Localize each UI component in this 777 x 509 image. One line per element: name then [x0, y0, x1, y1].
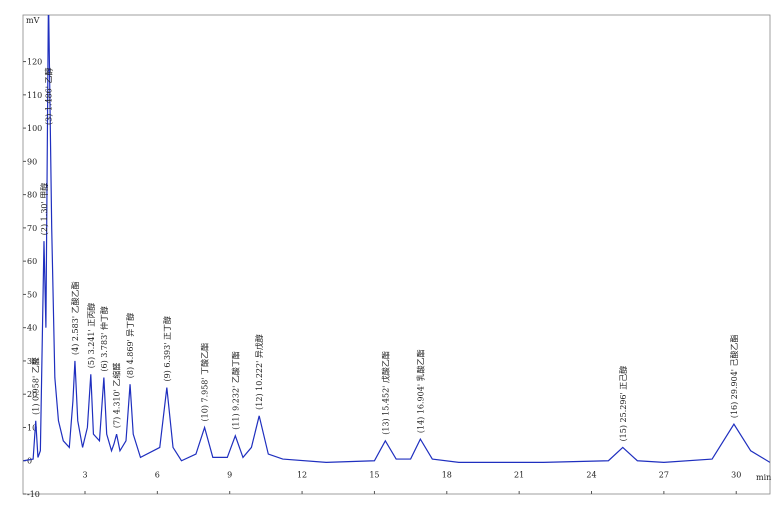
peak-label: (12) 10.222' 异戊醇 [254, 334, 264, 410]
peak-label: (8) 4.869' 异丁醇 [125, 313, 135, 379]
x-tick-label: 24 [586, 471, 596, 480]
peak-label: (14) 16.904' 乳酸乙酯 [415, 349, 425, 433]
x-tick-label: 6 [155, 471, 160, 480]
y-tick-label: 120 [27, 58, 42, 67]
x-tick-label: 30 [731, 471, 741, 480]
peak-label: (15) 25.296' 正己醇 [618, 366, 628, 442]
x-tick-label: 18 [442, 471, 452, 480]
peak-label: (13) 15.452' 戊酸乙酯 [380, 351, 390, 435]
y-tick-label: 70 [27, 224, 37, 233]
peak-label: (5) 3.241' 正丙醇 [86, 303, 96, 369]
y-tick-label: 110 [27, 91, 42, 100]
peak-label: (11) 9.232' 乙酸丁酯 [230, 351, 240, 430]
x-tick-label: 3 [82, 471, 87, 480]
y-unit: mV [26, 16, 40, 25]
x-tick-label: 15 [369, 471, 379, 480]
y-tick-label: 100 [27, 124, 42, 133]
y-tick-label: 40 [27, 324, 37, 333]
peak-label: (16) 29.904' 己酸乙酯 [729, 334, 739, 418]
y-tick-label: 80 [27, 191, 37, 200]
peak-label: (2) 1.30' 甲醇 [39, 183, 49, 235]
y-tick-label: 60 [27, 257, 37, 266]
y-tick-label: 0 [27, 457, 32, 466]
peak-label: (1) 0.958' 乙醛 [31, 357, 41, 415]
y-tick-label: 30 [27, 357, 37, 366]
y-tick-label: 90 [27, 157, 37, 166]
y-tick-label: 50 [27, 290, 37, 299]
x-tick-label: 27 [659, 471, 669, 480]
y-tick-label: 20 [27, 390, 37, 399]
peak-label: (6) 3.783' 仲丁醇 [99, 306, 109, 372]
x-tick-label: 12 [297, 471, 307, 480]
peak-label: (3) 1.486' 乙醇 [43, 67, 53, 125]
peak-label: (9) 6.393' 正丁醇 [162, 316, 172, 382]
x-tick-label: 21 [514, 471, 524, 480]
peak-label: (4) 2.583' 乙酸乙酯 [70, 281, 80, 355]
peak-label: (7) 4.310' 乙缩醛 [112, 363, 122, 429]
y-tick-label: -10 [27, 490, 40, 499]
plot-frame [22, 14, 771, 495]
trace [23, 15, 770, 464]
x-unit: min [756, 473, 771, 482]
x-tick-label: 9 [227, 471, 232, 480]
y-tick-label: 10 [27, 423, 37, 432]
peak-label: (10) 7.958' 丁酸乙酯 [200, 343, 210, 422]
